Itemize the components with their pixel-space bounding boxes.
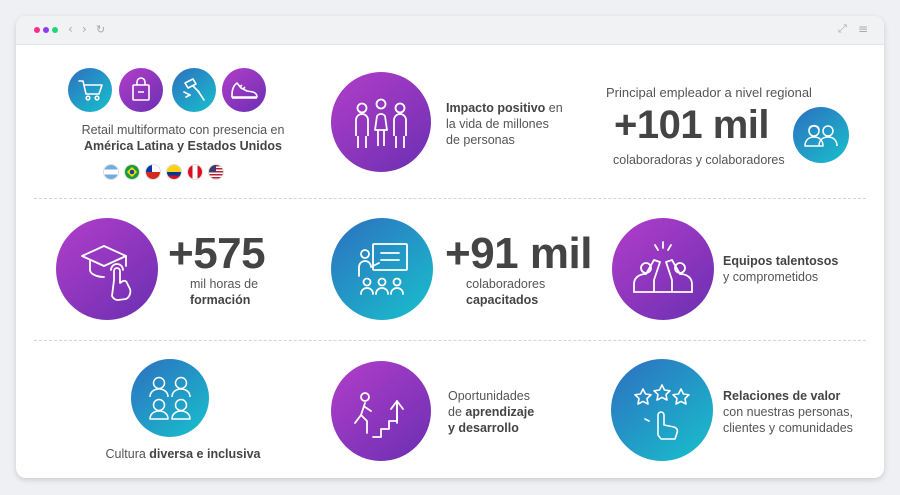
reload-icon[interactable]: ↻ — [96, 23, 106, 36]
training-presentation-icon — [331, 218, 433, 320]
opportunities-description: Oportunidades de aprendizaje y desarroll… — [448, 388, 588, 436]
paint-roller-icon — [172, 68, 216, 112]
title-bar: ‹ › ↻ ⤢ ≡ — [16, 16, 884, 45]
trained-description: colaboradores capacitados — [466, 276, 606, 308]
colombia-flag-icon — [167, 165, 181, 179]
chile-flag-icon — [146, 165, 160, 179]
rel-bold: Relaciones de valor — [723, 389, 841, 403]
impact-description: Impacto positivo en la vida de millones … — [446, 100, 606, 148]
collaborators-icon — [793, 107, 849, 163]
teams-text: y comprometidos — [723, 270, 819, 284]
close-dot-icon[interactable] — [34, 27, 40, 33]
retail-text: Retail multiformato con presencia en — [81, 123, 285, 137]
opp-text: Oportunidades — [448, 389, 531, 403]
rating-stars-icon — [611, 359, 713, 461]
trained-text: colaboradores — [466, 277, 546, 291]
divider-row-2 — [34, 340, 866, 341]
browser-window: ‹ › ↻ ⤢ ≡ Retail multiformato con presen… — [16, 16, 884, 478]
sneaker-icon — [222, 68, 266, 112]
retail-description: Retail multiformato con presencia en Amé… — [16, 122, 350, 154]
rel-text1: con nuestras personas, — [723, 405, 853, 419]
argentina-flag-icon — [104, 165, 118, 179]
teams-description: Equipos talentosos y comprometidos — [723, 253, 873, 285]
people-group-icon — [331, 72, 431, 172]
hours-description: mil horas de formación — [190, 276, 330, 308]
usa-flag-icon — [209, 165, 223, 179]
hours-bold: formación — [190, 293, 251, 307]
rel-text2: clientes y comunidades — [723, 421, 853, 435]
minimize-dot-icon[interactable] — [43, 27, 49, 33]
growth-stairs-icon — [331, 361, 431, 461]
diverse-people-icon — [131, 359, 209, 437]
hours-number: +575 — [168, 229, 266, 278]
culture-text: Cultura — [105, 447, 150, 461]
hours-text: mil horas de — [190, 277, 259, 291]
impact-text1: en — [545, 101, 563, 115]
retail-bold: América Latina y Estados Unidos — [84, 139, 282, 153]
forward-icon[interactable]: › — [82, 22, 87, 36]
back-icon[interactable]: ‹ — [68, 22, 73, 36]
culture-description: Cultura diversa e inclusiva — [16, 446, 350, 462]
opp-bold1: aprendizaje — [465, 405, 535, 419]
cart-icon — [68, 68, 112, 112]
culture-bold: diversa e inclusiva — [149, 447, 261, 461]
expand-icon[interactable]: ⤢ — [838, 22, 847, 35]
employer-sub: colaboradoras y colaboradores — [613, 153, 785, 167]
impact-bold: Impacto positivo — [446, 101, 546, 115]
menu-icon[interactable]: ≡ — [858, 22, 869, 36]
brazil-flag-icon — [125, 165, 139, 179]
relations-description: Relaciones de valor con nuestras persona… — [723, 388, 883, 436]
maximize-dot-icon[interactable] — [52, 27, 58, 33]
shopping-bag-icon — [119, 68, 163, 112]
opp-text2: de — [448, 405, 466, 419]
trained-number: +91 mil — [445, 229, 592, 278]
graduation-touch-icon — [56, 218, 158, 320]
trained-bold: capacitados — [466, 293, 539, 307]
opp-bold2: y desarrollo — [448, 421, 519, 435]
teams-bold: Equipos talentosos — [723, 254, 839, 268]
impact-text2: la vida de millones — [446, 117, 549, 131]
impact-text3: de personas — [446, 133, 515, 147]
employer-title: Principal empleador a nivel regional — [606, 85, 812, 100]
divider-row-1 — [34, 198, 866, 199]
peru-flag-icon — [188, 165, 202, 179]
employer-number: +101 mil — [614, 103, 770, 147]
high-five-team-icon — [612, 218, 714, 320]
